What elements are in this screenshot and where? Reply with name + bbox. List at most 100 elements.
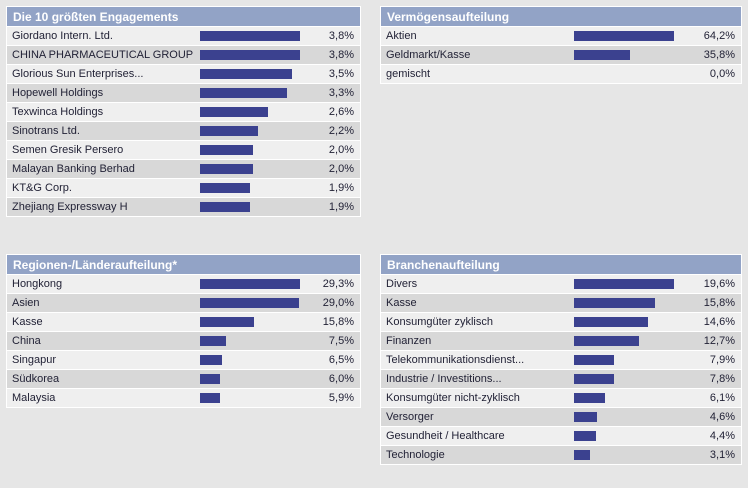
row-bar bbox=[574, 298, 655, 308]
chart-row: Texwinca Holdings 2,6% bbox=[7, 103, 360, 121]
chart-row: Zhejiang Expressway H 1,9% bbox=[7, 198, 360, 216]
row-label: Asien bbox=[12, 296, 40, 309]
chart-row: Gesundheit / Healthcare 4,4% bbox=[381, 427, 741, 445]
row-bar-track bbox=[200, 31, 306, 41]
row-label: Versorger bbox=[386, 410, 434, 423]
row-bar bbox=[200, 279, 300, 289]
row-value: 0,0% bbox=[709, 68, 735, 80]
region-allocation-panel: Regionen-/Länderaufteilung* Hongkong 29,3… bbox=[6, 254, 361, 408]
row-bar bbox=[574, 279, 674, 289]
row-label: Technologie bbox=[386, 448, 445, 461]
chart-row: Giordano Intern. Ltd. 3,8% bbox=[7, 27, 360, 45]
row-label: Sinotrans Ltd. bbox=[12, 124, 80, 137]
row-bar bbox=[574, 431, 596, 441]
row-label: Kasse bbox=[386, 296, 417, 309]
row-label: Telekommunikationsdienst... bbox=[386, 353, 525, 366]
row-label: Texwinca Holdings bbox=[12, 105, 104, 118]
row-value: 3,8% bbox=[328, 30, 354, 42]
row-label: Giordano Intern. Ltd. bbox=[12, 29, 113, 42]
top-holdings-panel: Die 10 größten Engagements Giordano Inte… bbox=[6, 6, 361, 217]
row-value: 29,0% bbox=[322, 297, 354, 309]
row-bar bbox=[574, 450, 590, 460]
row-value: 4,6% bbox=[709, 411, 735, 423]
row-bar-track bbox=[200, 145, 306, 155]
row-value: 14,6% bbox=[703, 316, 735, 328]
row-bar bbox=[200, 317, 254, 327]
chart-row: gemischt 0,0% bbox=[381, 65, 741, 83]
row-bar-track bbox=[574, 374, 680, 384]
row-value: 7,9% bbox=[709, 354, 735, 366]
row-bar bbox=[574, 336, 639, 346]
row-value: 3,1% bbox=[709, 449, 735, 461]
row-bar-track bbox=[200, 126, 306, 136]
row-bar-track bbox=[574, 317, 680, 327]
chart-row: Divers 19,6% bbox=[381, 275, 741, 293]
row-label: China bbox=[12, 334, 41, 347]
row-value: 3,3% bbox=[328, 87, 354, 99]
top-holdings-title: Die 10 größten Engagements bbox=[7, 7, 360, 26]
row-value: 19,6% bbox=[703, 278, 735, 290]
row-label: Kasse bbox=[12, 315, 43, 328]
row-label: Geldmarkt/Kasse bbox=[386, 48, 471, 61]
row-bar bbox=[200, 50, 300, 60]
row-bar bbox=[200, 298, 299, 308]
row-bar-track bbox=[574, 450, 680, 460]
row-label: Malaysia bbox=[12, 391, 56, 404]
row-value: 2,2% bbox=[328, 125, 354, 137]
chart-row: Aktien 64,2% bbox=[381, 27, 741, 45]
chart-row: Konsumgüter zyklisch 14,6% bbox=[381, 313, 741, 331]
row-bar bbox=[200, 336, 226, 346]
row-label: Gesundheit / Healthcare bbox=[386, 429, 505, 442]
row-bar-track bbox=[574, 31, 680, 41]
row-value: 6,1% bbox=[709, 392, 735, 404]
row-bar bbox=[200, 145, 253, 155]
chart-row: Kasse 15,8% bbox=[7, 313, 360, 331]
row-value: 35,8% bbox=[703, 49, 735, 61]
chart-row: Konsumgüter nicht-zyklisch 6,1% bbox=[381, 389, 741, 407]
row-value: 15,8% bbox=[703, 297, 735, 309]
row-label: CHINA PHARMACEUTICAL GROUP bbox=[12, 48, 194, 61]
chart-row: Hopewell Holdings 3,3% bbox=[7, 84, 360, 102]
sector-allocation-title: Branchenaufteilung bbox=[381, 255, 741, 274]
row-label: Finanzen bbox=[386, 334, 432, 347]
row-bar bbox=[200, 69, 292, 79]
top-holdings-rows: Giordano Intern. Ltd. 3,8% CHINA PHARMACEU… bbox=[7, 27, 360, 216]
row-bar-track bbox=[200, 298, 306, 308]
chart-row: CHINA PHARMACEUTICAL GROUP 3,8% bbox=[7, 46, 360, 64]
chart-row: Malayan Banking Berhad 2,0% bbox=[7, 160, 360, 178]
row-label: Südkorea bbox=[12, 372, 60, 385]
chart-row: Asien 29,0% bbox=[7, 294, 360, 312]
row-bar-track bbox=[200, 183, 306, 193]
row-bar-track bbox=[574, 50, 680, 60]
sector-allocation-rows: Divers 19,6% Kasse 15,8% Konsumgüter zyklisc… bbox=[381, 275, 741, 464]
row-value: 3,5% bbox=[328, 68, 354, 80]
asset-allocation-rows: Aktien 64,2% Geldmarkt/Kasse 35,8% gemischt 0… bbox=[381, 27, 741, 83]
row-value: 5,9% bbox=[328, 392, 354, 404]
asset-allocation-panel: Vermögensaufteilung Aktien 64,2% Geldmarkt… bbox=[380, 6, 742, 84]
row-label: Hongkong bbox=[12, 277, 63, 290]
row-bar-track bbox=[200, 279, 306, 289]
row-bar-track bbox=[200, 107, 306, 117]
row-label: Malayan Banking Berhad bbox=[12, 162, 135, 175]
row-label: Industrie / Investitions... bbox=[386, 372, 502, 385]
row-bar-track bbox=[200, 50, 306, 60]
row-bar-track bbox=[574, 412, 680, 422]
row-label: Singapur bbox=[12, 353, 57, 366]
row-bar bbox=[200, 393, 220, 403]
chart-row: Semen Gresik Persero 2,0% bbox=[7, 141, 360, 159]
chart-row: Singapur 6,5% bbox=[7, 351, 360, 369]
chart-row: Sinotrans Ltd. 2,2% bbox=[7, 122, 360, 140]
sector-allocation-panel: Branchenaufteilung Divers 19,6% Kasse 15,8%… bbox=[380, 254, 742, 465]
row-value: 12,7% bbox=[703, 335, 735, 347]
chart-row: Südkorea 6,0% bbox=[7, 370, 360, 388]
row-label: KT&G Corp. bbox=[12, 181, 72, 194]
asset-allocation-title: Vermögensaufteilung bbox=[381, 7, 741, 26]
row-label: Aktien bbox=[386, 29, 417, 42]
row-value: 2,6% bbox=[328, 106, 354, 118]
row-label: Konsumgüter zyklisch bbox=[386, 315, 493, 328]
row-value: 1,9% bbox=[328, 182, 354, 194]
row-bar-track bbox=[574, 336, 680, 346]
row-label: Zhejiang Expressway H bbox=[12, 200, 128, 213]
row-bar-track bbox=[200, 374, 306, 384]
chart-row: China 7,5% bbox=[7, 332, 360, 350]
